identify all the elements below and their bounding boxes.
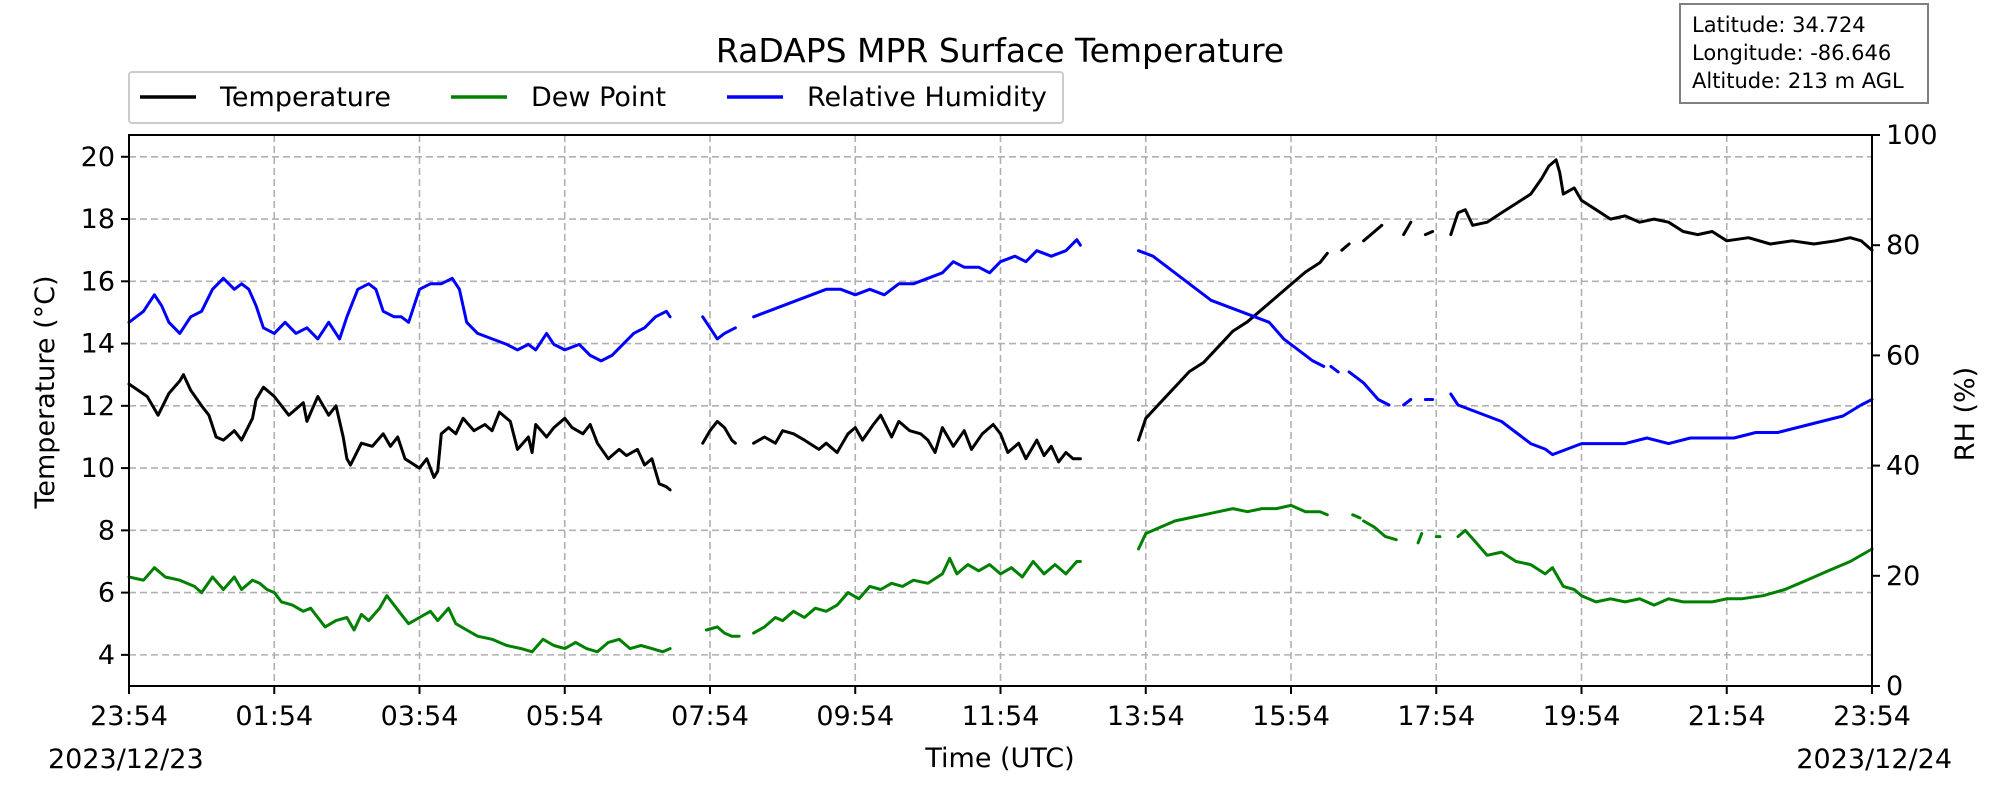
relative-humidity-line xyxy=(1402,398,1413,407)
info-altitude: Altitude: 213 m AGL xyxy=(1692,69,1904,93)
y-tick-label: 6 xyxy=(98,578,115,609)
x-axis-label: Time (UTC) xyxy=(924,743,1074,774)
temperature-line xyxy=(1362,223,1384,243)
y-tick-label: 20 xyxy=(81,142,115,173)
legend: Temperature Dew Point Relative Humidity xyxy=(128,71,1064,124)
x-tick-label: 03:54 xyxy=(381,701,459,732)
axes: 23:54 01:54 03:54 05:54 07:54 09:54 11:54 13:54… xyxy=(81,120,1938,732)
y-tick-label: 14 xyxy=(81,329,115,360)
relative-humidity-line xyxy=(1347,370,1391,407)
y-tick-label: 8 xyxy=(98,515,115,546)
dew-point-line xyxy=(1351,513,1362,520)
legend-frame xyxy=(128,71,1064,124)
y2-tick-label: 0 xyxy=(1886,671,1903,702)
temperature-line xyxy=(1423,230,1435,237)
grid xyxy=(129,135,1872,686)
y-tick-label: 18 xyxy=(81,204,115,235)
x-tick-label: 23:54 xyxy=(1833,701,1911,732)
legend-label-relative-humidity: Relative Humidity xyxy=(807,82,1047,113)
relative-humidity-line xyxy=(1449,392,1874,457)
relative-humidity-line xyxy=(1137,249,1326,368)
y-axis-label: Temperature (°C) xyxy=(30,275,61,509)
dew-point-line xyxy=(752,556,1082,635)
y-tick-label: 12 xyxy=(81,391,115,422)
dew-point-line xyxy=(1362,519,1398,542)
y2-axis-label: RH (%) xyxy=(1950,367,1981,461)
x-tick-label: 09:54 xyxy=(816,701,894,732)
y-tick-label: 16 xyxy=(81,266,115,297)
legend-label-dew-point: Dew Point xyxy=(531,82,666,113)
dew-point-line xyxy=(1456,528,1874,607)
dew-point-line xyxy=(127,566,672,654)
x-tick-label: 11:54 xyxy=(962,701,1040,732)
y2-tick-label: 100 xyxy=(1886,120,1938,151)
x-tick-label: 23:54 xyxy=(90,701,168,732)
x-tick-label: 21:54 xyxy=(1688,701,1766,732)
y2-tick-label: 80 xyxy=(1886,230,1920,261)
dew-point-line xyxy=(1137,503,1329,551)
relative-humidity-line xyxy=(1329,364,1340,374)
start-date-label: 2023/12/23 xyxy=(48,744,204,775)
temperature-line xyxy=(752,413,1082,464)
info-box: Latitude: 34.724 Longitude: -86.646 Alti… xyxy=(1679,3,1929,104)
chart-title: RaDAPS MPR Surface Temperature xyxy=(716,31,1284,70)
info-box-frame xyxy=(1679,3,1929,104)
temperature-line xyxy=(1137,251,1329,442)
dew-point-line xyxy=(1416,532,1424,545)
x-tick-label: 05:54 xyxy=(526,701,604,732)
series-layer xyxy=(127,158,1874,654)
y2-tick-label: 20 xyxy=(1886,561,1920,592)
temperature-line xyxy=(127,373,672,492)
x-tick-label: 07:54 xyxy=(671,701,749,732)
end-date-label: 2023/12/24 xyxy=(1796,744,1952,775)
relative-humidity-line xyxy=(701,315,737,341)
x-tick-label: 01:54 xyxy=(235,701,313,732)
y2-tick-label: 60 xyxy=(1886,340,1920,371)
legend-label-temperature: Temperature xyxy=(219,82,391,113)
y-tick-label: 10 xyxy=(81,453,115,484)
y-tick-label: 4 xyxy=(98,640,115,671)
dew-point-line xyxy=(704,625,741,638)
info-latitude: Latitude: 34.724 xyxy=(1692,13,1866,37)
info-longitude: Longitude: -86.646 xyxy=(1692,41,1891,65)
x-tick-label: 19:54 xyxy=(1543,701,1621,732)
relative-humidity-line xyxy=(127,276,672,363)
temperature-line xyxy=(1449,158,1874,252)
temperature-line xyxy=(1402,220,1413,237)
x-tick-label: 13:54 xyxy=(1107,701,1185,732)
temperature-line xyxy=(701,419,737,445)
y2-tick-label: 40 xyxy=(1886,451,1920,482)
relative-humidity-line xyxy=(752,238,1082,319)
x-tick-label: 15:54 xyxy=(1252,701,1330,732)
temperature-line xyxy=(1340,242,1351,252)
x-tick-label: 17:54 xyxy=(1397,701,1475,732)
